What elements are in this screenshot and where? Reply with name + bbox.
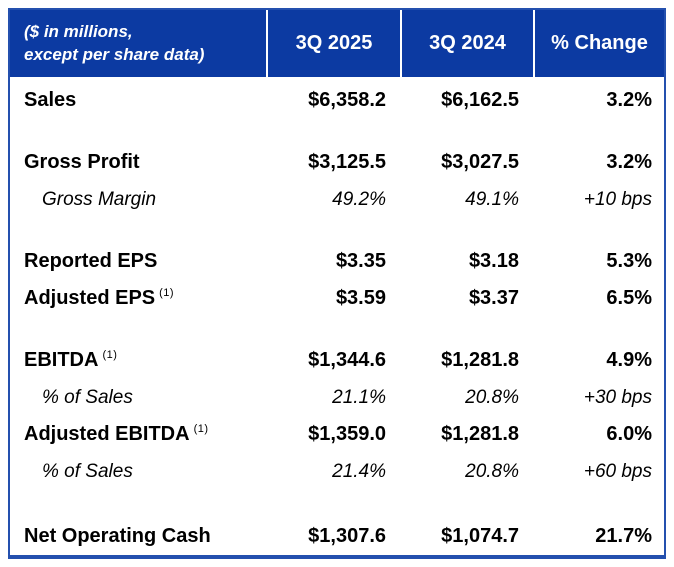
- row-spacer: [10, 218, 664, 243]
- header-note-text: ($ in millions, except per share data): [24, 21, 205, 64]
- financial-summary-table: ($ in millions, except per share data) 3Q…: [8, 8, 666, 559]
- value-3q2024: $3.37: [468, 287, 519, 309]
- value-3q2024: 20.8%: [465, 386, 519, 408]
- value-3q2024: $1,281.8: [441, 349, 519, 371]
- value-3q2024: 20.8%: [465, 460, 519, 482]
- value-3q2025: $1,344.6: [308, 349, 386, 371]
- row-label: % of Sales: [42, 386, 133, 408]
- value-pct-change: 21.7%: [595, 525, 652, 547]
- value-3q2025: $1,307.6: [308, 525, 386, 547]
- value-3q2025: $3,125.5: [308, 151, 386, 173]
- column-header-3q2025: 3Q 2025: [266, 10, 400, 77]
- table-body: Sales $6,358.2 $6,162.5 3.2% Gross Profi…: [10, 77, 664, 555]
- value-pct-change: 4.9%: [606, 349, 652, 371]
- table-row-sales: Sales $6,358.2 $6,162.5 3.2%: [10, 82, 664, 119]
- value-pct-change: +30 bps: [583, 386, 652, 408]
- row-label: Reported EPS: [24, 250, 158, 272]
- table-row-ebitda: EBITDA (1) $1,344.6 $1,281.8 4.9%: [10, 342, 664, 379]
- footnote-marker: (1): [193, 423, 209, 436]
- table-row-reported-eps: Reported EPS $3.35 $3.18 5.3%: [10, 243, 664, 280]
- value-3q2024: $1,281.8: [441, 423, 519, 445]
- footnote-marker: (1): [159, 287, 175, 300]
- table-row-net-operating-cash: Net Operating Cash $1,307.6 $1,074.7 21.…: [10, 518, 664, 555]
- row-label: Adjusted EPS (1): [24, 287, 175, 309]
- row-label: Gross Margin: [42, 188, 157, 210]
- value-pct-change: 6.5%: [606, 287, 652, 309]
- value-3q2025: 49.2%: [332, 188, 386, 210]
- row-spacer: [10, 317, 664, 342]
- value-pct-change: 6.0%: [606, 423, 652, 445]
- table-row-adjusted-ebitda-pct-of-sales: % of Sales 21.4% 20.8% +60 bps: [10, 453, 664, 490]
- table-row-adjusted-eps: Adjusted EPS (1) $3.59 $3.37 6.5%: [10, 280, 664, 317]
- column-header-pct-change: % Change: [533, 10, 664, 77]
- table-row-gross-margin: Gross Margin 49.2% 49.1% +10 bps: [10, 181, 664, 218]
- row-spacer: [10, 119, 664, 144]
- row-label: Sales: [24, 89, 77, 111]
- row-spacer: [10, 490, 664, 518]
- value-pct-change: +60 bps: [583, 460, 652, 482]
- value-pct-change: 3.2%: [606, 89, 652, 111]
- value-3q2025: $3.35: [335, 250, 386, 272]
- value-3q2024: $3,027.5: [441, 151, 519, 173]
- table-row-ebitda-pct-of-sales: % of Sales 21.1% 20.8% +30 bps: [10, 379, 664, 416]
- row-label: Adjusted EBITDA (1): [24, 423, 209, 445]
- table-header-row: ($ in millions, except per share data) 3Q…: [10, 10, 664, 77]
- row-label: EBITDA (1): [24, 349, 118, 371]
- row-label: % of Sales: [42, 460, 133, 482]
- value-3q2025: $3.59: [335, 287, 386, 309]
- value-pct-change: 3.2%: [606, 151, 652, 173]
- column-header-3q2024: 3Q 2024: [400, 10, 533, 77]
- value-3q2024: $3.18: [468, 250, 519, 272]
- footnote-marker: (1): [102, 349, 118, 362]
- value-3q2025: $6,358.2: [308, 89, 386, 111]
- value-3q2025: 21.1%: [332, 386, 386, 408]
- value-3q2024: $1,074.7: [441, 525, 519, 547]
- row-label: Net Operating Cash: [24, 525, 211, 547]
- value-3q2024: 49.1%: [465, 188, 519, 210]
- table-header-note: ($ in millions, except per share data): [10, 10, 266, 77]
- row-label: Gross Profit: [24, 151, 140, 173]
- value-3q2024: $6,162.5: [441, 89, 519, 111]
- value-3q2025: 21.4%: [332, 460, 386, 482]
- table-row-gross-profit: Gross Profit $3,125.5 $3,027.5 3.2%: [10, 144, 664, 181]
- value-pct-change: 5.3%: [606, 250, 652, 272]
- value-3q2025: $1,359.0: [308, 423, 386, 445]
- value-pct-change: +10 bps: [583, 188, 652, 210]
- table-row-adjusted-ebitda: Adjusted EBITDA (1) $1,359.0 $1,281.8 6.0…: [10, 416, 664, 453]
